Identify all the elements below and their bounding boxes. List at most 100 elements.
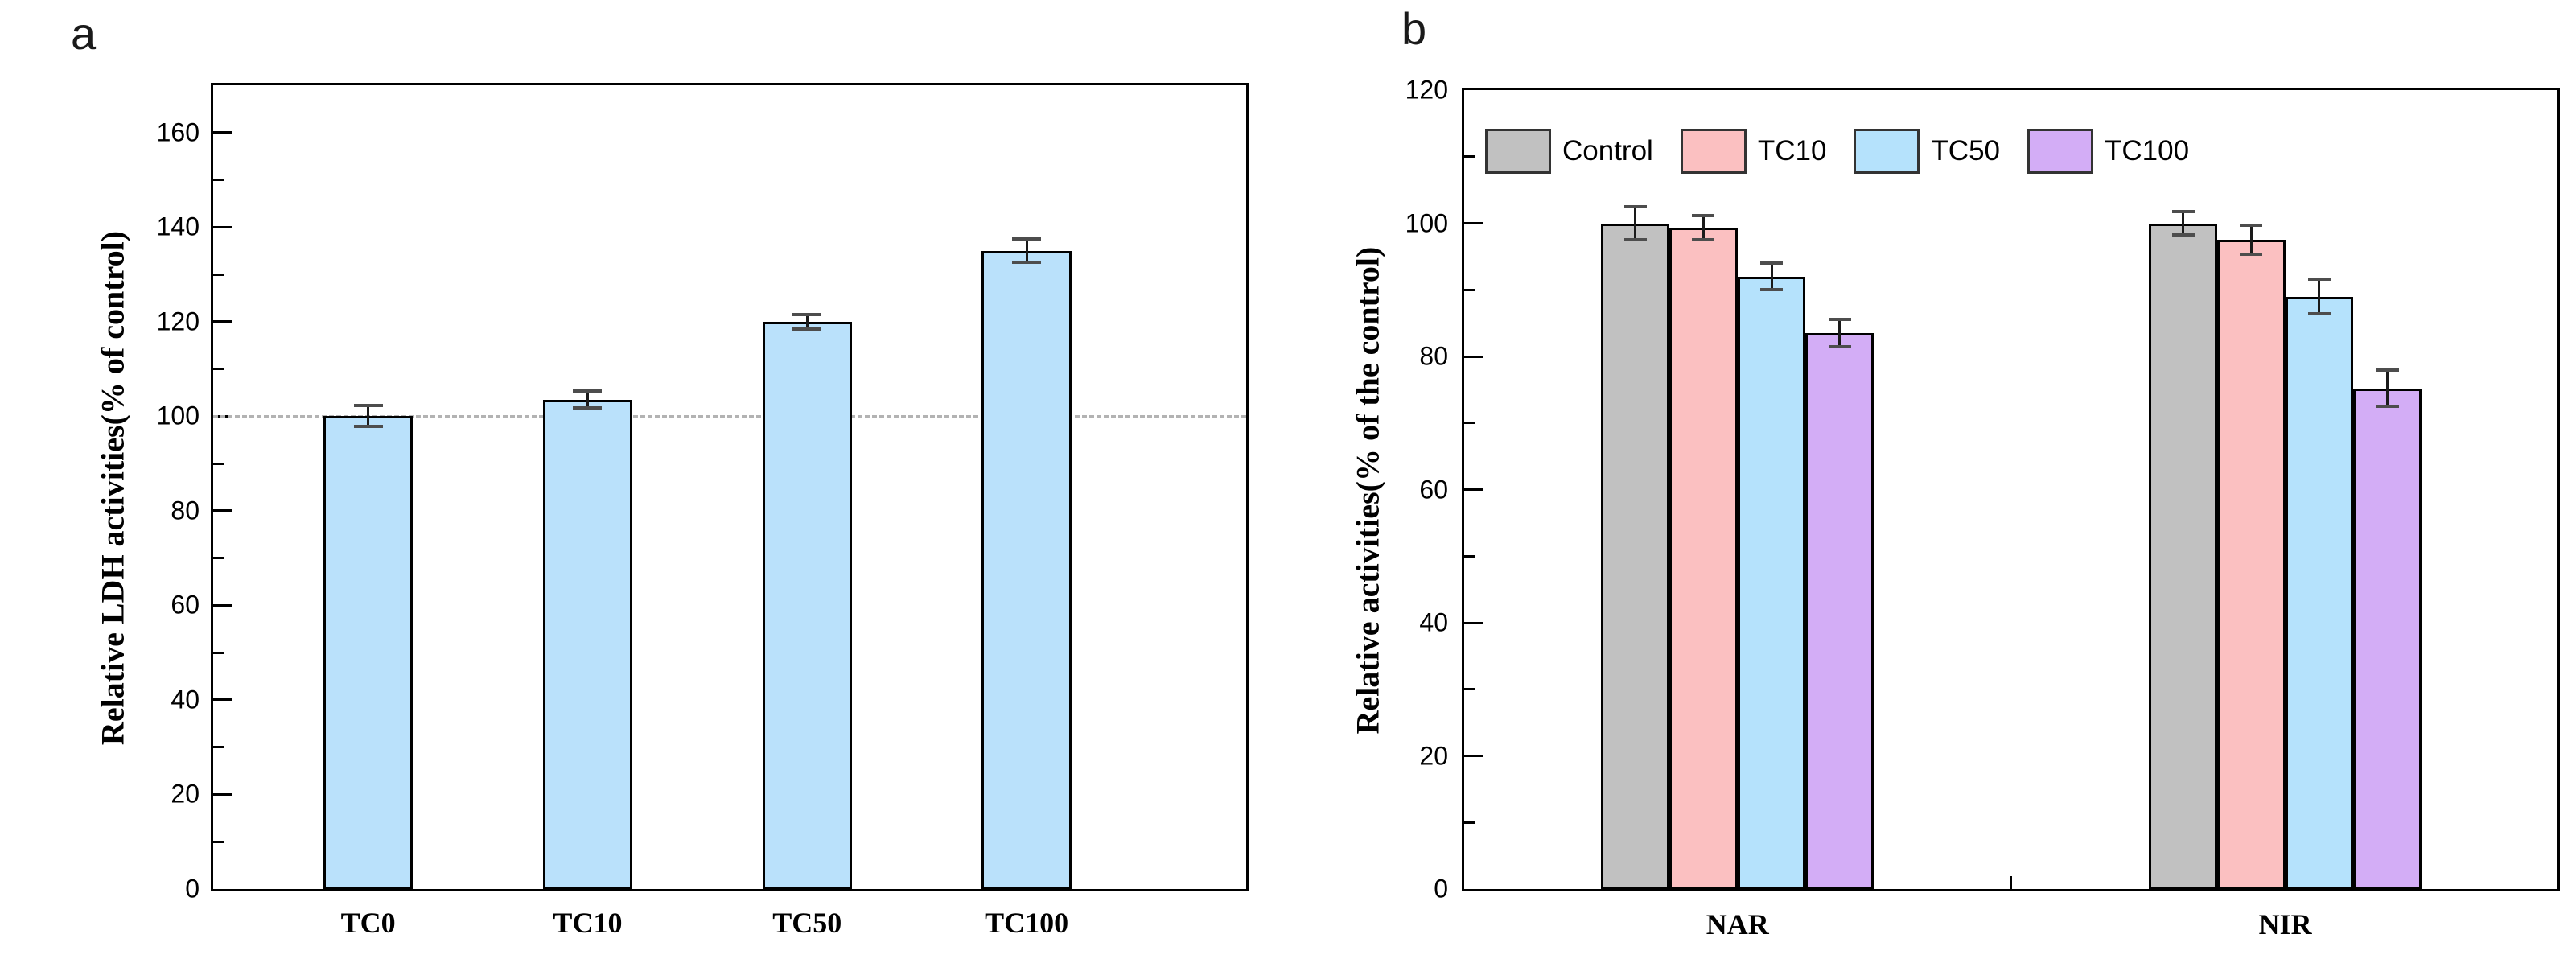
error-bar-cap-bottom [1760, 288, 1784, 292]
y-minor-tick [213, 273, 224, 276]
y-minor-tick [213, 179, 224, 182]
bar-NIR-TC50 [2285, 296, 2354, 889]
bar-NIR-Control [2149, 223, 2217, 889]
error-bar-cap-bottom [2376, 405, 2399, 409]
error-bar-cap-top [2171, 210, 2195, 214]
bar-NAR-TC100 [1805, 333, 1874, 889]
y-tick-label: 20 [171, 779, 200, 809]
y-minor-tick [213, 368, 224, 371]
error-bar-cap-top [2240, 223, 2263, 227]
y-major-tick [213, 509, 232, 512]
error-bar-cap-top [1828, 318, 1851, 322]
bar-NIR-TC100 [2353, 388, 2422, 889]
y-major-tick [213, 131, 232, 134]
legend-entry-TC100: TC100 [2027, 129, 2189, 174]
reference-line-100pct [213, 414, 1246, 418]
x-category-label: NAR [1706, 908, 1769, 941]
error-bar-cap-top [2376, 368, 2399, 373]
error-bar-line [586, 391, 589, 409]
bar-NAR-TC50 [1737, 276, 1806, 889]
error-bar-cap-bottom [2171, 233, 2195, 237]
y-major-tick [1464, 355, 1483, 358]
y-major-tick [213, 792, 232, 796]
bar-NAR-Control [1601, 223, 1670, 889]
bar-TC50 [762, 321, 852, 889]
y-tick-label: 80 [1419, 341, 1448, 371]
y-minor-tick [213, 557, 224, 560]
legend-swatch-TC50 [1854, 129, 1920, 174]
y-tick-label: 120 [1405, 75, 1448, 105]
y-tick-label: 140 [156, 212, 200, 241]
x-category-label: TC10 [553, 907, 623, 939]
y-minor-tick [213, 746, 224, 749]
error-bar-cap-bottom [1012, 261, 1042, 265]
y-major-tick [213, 225, 232, 228]
error-bar-line [1634, 206, 1637, 241]
bar-TC100 [981, 250, 1072, 889]
y-tick-label: 60 [171, 590, 200, 620]
error-bar-cap-top [1012, 237, 1042, 241]
error-bar-line [1702, 216, 1705, 241]
error-bar-line [367, 405, 370, 427]
error-bar-cap-bottom [2307, 312, 2331, 316]
y-minor-tick [1464, 688, 1475, 691]
y-tick-label: 100 [1405, 208, 1448, 237]
error-bar-cap-bottom [1623, 238, 1647, 242]
y-major-tick [1464, 488, 1483, 491]
legend-label: TC10 [1757, 135, 1827, 167]
y-minor-tick [213, 651, 224, 654]
error-bar-line [2386, 370, 2389, 407]
legend-swatch-TC10 [1680, 129, 1747, 174]
x-category-label: TC50 [772, 907, 842, 939]
error-bar-cap-top [353, 404, 383, 408]
panel-b-letter: b [1401, 3, 1427, 54]
bar-TC10 [542, 399, 633, 889]
error-bar-line [2249, 224, 2253, 255]
legend-entry-TC50: TC50 [1854, 129, 2000, 174]
panel-a-plot-area [211, 83, 1249, 891]
legend: Control TC10 TC50 TC100 [1485, 129, 2189, 174]
legend-swatch-Control [1485, 129, 1551, 174]
y-minor-tick [1464, 422, 1475, 425]
y-tick-label: 80 [171, 496, 200, 525]
error-bar-cap-top [573, 389, 603, 393]
error-bar-line [805, 315, 809, 329]
y-tick-label: 60 [1419, 475, 1448, 504]
y-minor-tick [1464, 821, 1475, 824]
error-bar-line [1025, 238, 1028, 263]
error-bar-cap-bottom [2240, 253, 2263, 257]
legend-label: Control [1562, 135, 1653, 167]
bar-TC0 [323, 416, 414, 889]
panel-b-plot-area [1462, 88, 2560, 891]
y-major-tick [1464, 755, 1483, 757]
x-center-tick [2010, 876, 2012, 889]
error-bar-cap-top [792, 313, 822, 316]
error-bar-cap-bottom [1828, 344, 1851, 348]
legend-label: TC50 [1931, 135, 2001, 167]
y-tick-label: 0 [185, 874, 200, 904]
legend-label: TC100 [2105, 135, 2190, 167]
y-tick-label: 40 [1419, 607, 1448, 637]
y-major-tick [1464, 222, 1483, 224]
error-bar-cap-bottom [1692, 238, 1715, 242]
legend-swatch-TC100 [2027, 129, 2094, 174]
y-major-tick [213, 603, 232, 607]
error-bar-line [2318, 279, 2321, 315]
error-bar-cap-top [1692, 214, 1715, 218]
y-minor-tick [213, 840, 224, 843]
y-minor-tick [213, 462, 224, 465]
legend-entry-TC10: TC10 [1680, 129, 1827, 174]
error-bar-cap-top [2307, 278, 2331, 281]
error-bar-cap-top [1623, 204, 1647, 208]
error-bar-line [1838, 319, 1841, 347]
y-minor-tick [1464, 554, 1475, 558]
error-bar-line [2182, 212, 2185, 235]
panel-a-letter: a [71, 8, 97, 59]
error-bar-line [1770, 263, 1773, 290]
y-major-tick [1464, 621, 1483, 624]
y-tick-label: 20 [1419, 741, 1448, 770]
legend-entry-Control: Control [1485, 129, 1653, 174]
y-tick-label: 40 [171, 685, 200, 714]
bar-NAR-TC10 [1669, 228, 1738, 889]
